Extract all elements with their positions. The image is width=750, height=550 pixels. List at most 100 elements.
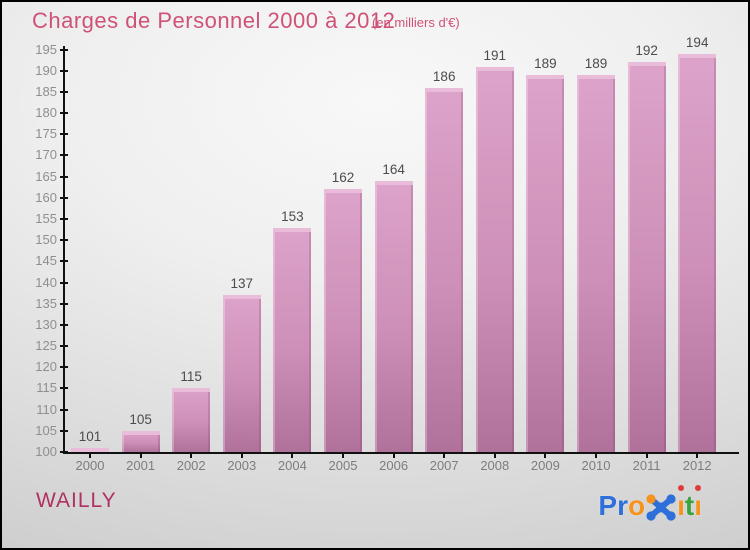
proxiti-logo: Pr o ı t ı: [598, 485, 702, 521]
bar-2010: [577, 75, 615, 452]
bar-value-label: 189: [534, 56, 557, 71]
bar-value-label: 191: [483, 47, 507, 63]
x-axis-tick: [392, 453, 395, 458]
y-tick-label: 120: [35, 359, 57, 375]
bar-value-label: 153: [281, 208, 304, 224]
chart-subtitle: (en milliers d'€): [372, 15, 460, 30]
x-axis-tick: [544, 453, 547, 458]
bar-2003: [222, 295, 261, 452]
chart-title: Charges de Personnel 2000 à 2012: [32, 8, 396, 33]
y-axis-tick: [60, 48, 68, 51]
x-tick-label: 2010: [581, 458, 611, 473]
bar-2008: [475, 66, 514, 452]
bar-2000: [71, 447, 109, 452]
x-tick-label: 2001: [126, 458, 156, 473]
x-tick-label: 2008: [480, 458, 510, 473]
y-axis-tick: [60, 112, 68, 115]
logo-letter: ı: [677, 485, 685, 520]
y-tick-label: 110: [36, 401, 57, 417]
x-axis-tick: [139, 453, 142, 458]
bar-value-label: 115: [180, 369, 202, 385]
x-axis-tick: [595, 453, 597, 458]
y-tick-label: 175: [35, 126, 57, 142]
y-tick-label: 185: [35, 83, 57, 99]
bar-2009: [526, 75, 565, 452]
bar-value-label: 137: [230, 276, 254, 292]
y-tick-label: 100: [35, 444, 57, 459]
y-tick-label: 140: [35, 274, 57, 290]
y-axis-tick: [60, 69, 68, 72]
x-axis-tick: [443, 453, 446, 458]
y-axis-tick: [60, 175, 68, 178]
logo-letter: Pr: [598, 490, 628, 521]
y-axis-tick: [60, 451, 68, 453]
x-tick-label: 2002: [176, 458, 206, 473]
y-axis-tick: [60, 345, 68, 348]
x-tick-label: 2012: [682, 458, 712, 473]
x-axis-tick: [696, 453, 699, 458]
y-tick-label: 125: [35, 338, 57, 354]
y-axis-tick: [60, 90, 68, 93]
bar-2001: [121, 430, 160, 452]
bar-value-label: 164: [382, 161, 405, 177]
bar-2006: [374, 180, 413, 452]
y-tick-label: 135: [35, 295, 57, 311]
x-axis-tick: [240, 453, 243, 458]
x-tick-label: 2005: [328, 458, 358, 473]
bar-2011: [627, 62, 666, 452]
bar-value-label: 105: [129, 411, 152, 427]
bar-value-label: 101: [78, 428, 102, 444]
logo-i-dot: [678, 485, 684, 491]
x-tick-label: 2009: [530, 458, 560, 473]
logo-letter: ı: [694, 485, 702, 520]
y-tick-label: 130: [35, 316, 57, 332]
bar-value-label: 162: [331, 170, 355, 186]
x-axis: [63, 452, 739, 454]
y-tick-label: 150: [35, 232, 57, 248]
bar-2005: [324, 189, 362, 452]
y-axis-tick: [60, 281, 68, 284]
bar-2007: [425, 87, 464, 452]
logo-i-dot: [695, 485, 702, 491]
y-tick-label: 145: [35, 253, 57, 269]
y-axis: [63, 46, 65, 454]
y-axis-tick: [60, 387, 68, 390]
y-axis-tick: [60, 218, 68, 221]
x-axis-tick: [493, 453, 496, 458]
bar-value-label: 186: [432, 68, 456, 84]
bar-2002: [172, 388, 211, 452]
y-axis-tick: [60, 429, 68, 432]
x-axis-tick: [89, 453, 91, 458]
y-tick-label: 190: [35, 62, 57, 78]
bar-value-label: 194: [685, 34, 709, 50]
y-tick-label: 170: [35, 147, 57, 163]
y-axis-tick: [60, 302, 68, 305]
x-tick-label: 2000: [75, 458, 105, 473]
y-axis-tick: [60, 196, 68, 199]
y-tick-label: 195: [35, 41, 57, 57]
y-axis-tick: [60, 154, 68, 157]
bar-2004: [273, 227, 312, 452]
logo-letter: t: [684, 490, 695, 521]
x-axis-tick: [645, 453, 648, 458]
y-axis-tick: [60, 239, 68, 242]
y-axis-tick: [60, 133, 68, 136]
y-tick-label: 115: [36, 380, 57, 396]
x-axis-tick: [291, 453, 294, 458]
y-tick-label: 165: [35, 168, 57, 184]
x-axis-tick: [190, 453, 193, 458]
y-axis-tick: [60, 408, 68, 411]
bar-value-label: 189: [584, 56, 608, 71]
y-tick-label: 105: [35, 422, 57, 438]
y-axis-tick: [60, 260, 68, 263]
y-axis-tick: [60, 366, 68, 369]
x-tick-label: 2006: [379, 458, 409, 473]
x-tick-label: 2003: [227, 458, 257, 473]
x-tick-label: 2007: [429, 458, 459, 473]
logo-letter: o: [628, 490, 646, 521]
location-label: WAILLY: [36, 489, 117, 512]
y-axis-tick: [60, 323, 68, 326]
x-tick-label: 2011: [632, 458, 661, 473]
